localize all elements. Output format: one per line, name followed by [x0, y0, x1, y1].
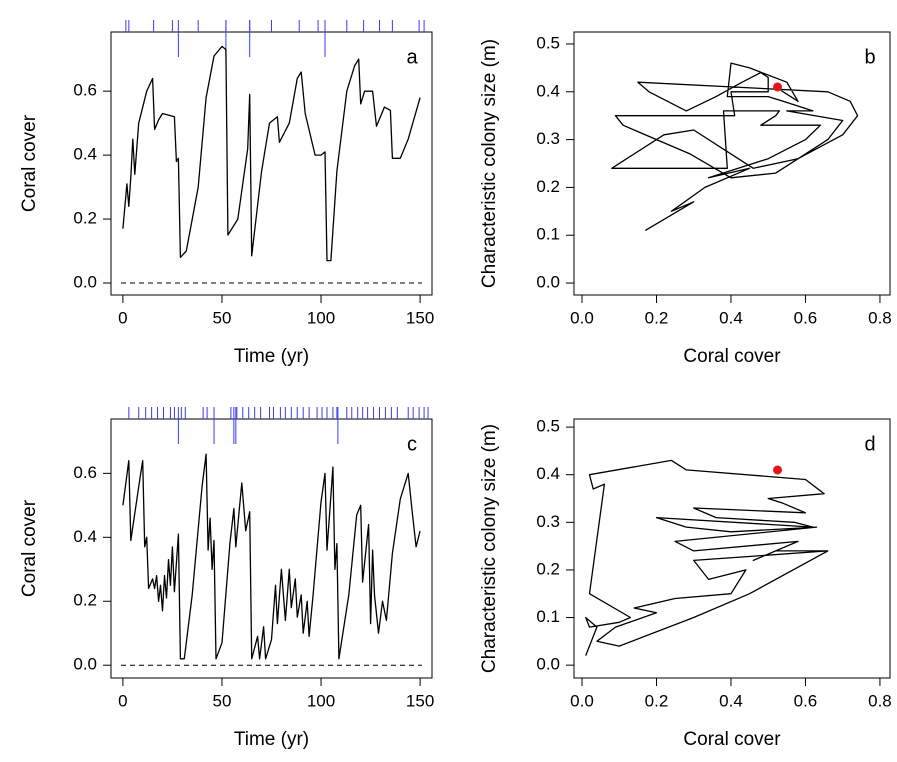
panel-label: a: [406, 46, 418, 68]
y-tick-label: 0.4: [73, 527, 97, 546]
y-tick-label: 0.5: [536, 417, 560, 436]
x-tick-label: 0.4: [719, 691, 743, 710]
x-tick-label: 0.2: [645, 691, 669, 710]
y-axis-title: Characteristic colony size (m): [479, 39, 500, 288]
x-tick-label: 0.0: [570, 308, 594, 327]
plot-frame: [110, 418, 433, 679]
x-axis-title: Coral cover: [683, 346, 781, 367]
panel-label: b: [864, 46, 875, 68]
y-tick-label: 0.4: [73, 145, 97, 164]
trajectory: [585, 459, 829, 656]
x-axis-title: Time (yr): [234, 729, 309, 750]
initial-point: [773, 465, 783, 475]
x-tick-label: 0.2: [645, 308, 669, 327]
y-tick-label: 0.3: [536, 512, 560, 531]
x-tick-label: 0.8: [868, 691, 892, 710]
x-tick-label: 0: [118, 691, 127, 710]
x-tick-label: 150: [406, 308, 434, 327]
plot-frame: [110, 31, 433, 296]
y-tick-label: 0.2: [536, 177, 560, 196]
trajectory: [611, 62, 859, 231]
y-tick-label: 0.4: [536, 464, 560, 483]
x-tick-label: 0.0: [570, 691, 594, 710]
y-axis-title: Coral cover: [19, 114, 40, 212]
y-tick-label: 0.3: [536, 129, 560, 148]
y-axis-title: Coral cover: [19, 499, 40, 597]
x-tick-label: 50: [213, 308, 232, 327]
plot-frame: [573, 418, 891, 679]
y-tick-label: 0.0: [73, 272, 97, 291]
y-tick-label: 0.4: [536, 81, 560, 100]
y-tick-label: 0.1: [536, 225, 560, 244]
x-tick-label: 100: [307, 691, 335, 710]
x-axis-title: Coral cover: [683, 729, 781, 750]
x-tick-label: 0.6: [794, 691, 818, 710]
initial-point: [773, 82, 783, 92]
x-tick-label: 50: [213, 691, 232, 710]
x-axis-title: Time (yr): [234, 346, 309, 367]
y-tick-label: 0.2: [536, 559, 560, 578]
y-axis-title: Characteristic colony size (m): [479, 424, 500, 673]
cover-line: [122, 453, 421, 660]
y-tick-label: 0.0: [536, 273, 560, 292]
y-tick-label: 0.2: [73, 591, 97, 610]
panel-label: d: [864, 433, 875, 455]
cover-line: [122, 45, 421, 262]
panel-label: c: [407, 433, 417, 455]
x-tick-label: 0.4: [719, 308, 743, 327]
y-tick-label: 0.6: [73, 463, 97, 482]
plot-frame: [573, 31, 891, 296]
y-tick-label: 0.0: [73, 655, 97, 674]
y-tick-label: 0.2: [73, 209, 97, 228]
y-tick-label: 0.5: [536, 33, 560, 52]
y-tick-label: 0.6: [73, 81, 97, 100]
x-tick-label: 100: [307, 308, 335, 327]
x-tick-label: 0.8: [868, 308, 892, 327]
x-tick-label: 0: [118, 308, 127, 327]
x-tick-label: 0.6: [794, 308, 818, 327]
x-tick-label: 150: [406, 691, 434, 710]
y-tick-label: 0.1: [536, 607, 560, 626]
y-tick-label: 0.0: [536, 655, 560, 674]
